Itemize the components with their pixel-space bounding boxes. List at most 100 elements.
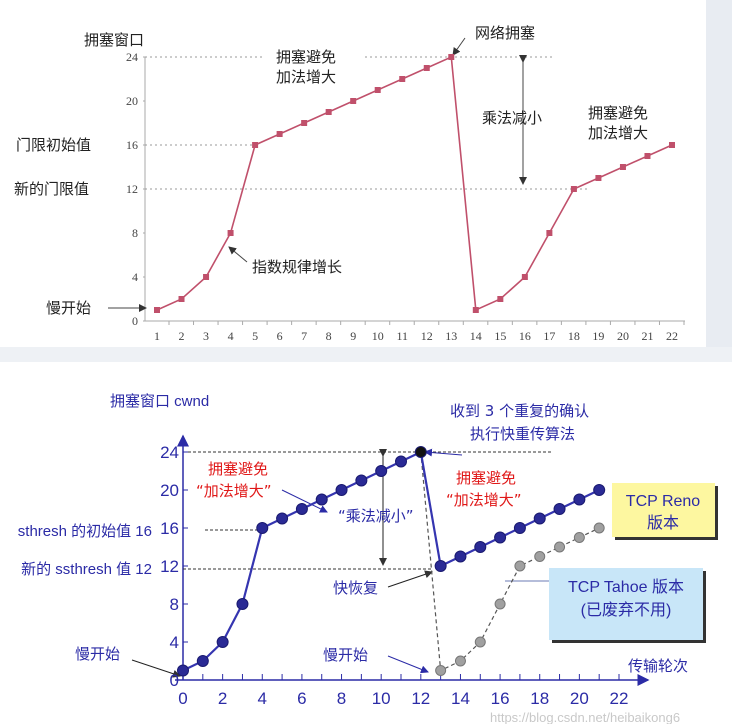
c2-tahoe-point — [573, 532, 585, 543]
c1-xtick-label: 14 — [470, 329, 482, 343]
c1-ytick-label: 4 — [132, 270, 138, 284]
c2-ytick-label: 0 — [170, 671, 179, 690]
c2-reno-point — [474, 541, 487, 553]
c2-tahoe-point — [454, 655, 466, 667]
legend-reno-box: TCP Reno 版本 — [612, 483, 718, 540]
c2-reno-point — [513, 522, 526, 534]
c1-point — [619, 164, 626, 170]
c1-point — [521, 274, 528, 280]
c1-xtick-label: 2 — [179, 329, 185, 343]
c1-annot-ca2-1: 拥塞避免 — [588, 104, 648, 122]
c2-annot-new-ssthresh: 新的 ssthresh 值 12 — [21, 561, 152, 578]
c1-point — [448, 54, 455, 60]
c1-annot-exp-growth: 指数规律增长 — [252, 258, 342, 276]
c1-xtick-label: 18 — [568, 329, 580, 343]
c1-xtick-label: 8 — [326, 329, 332, 343]
c2-xlabel: 传输轮次 — [628, 658, 688, 675]
c1-xtick-label: 15 — [494, 329, 506, 343]
c2-ytick-label: 24 — [160, 443, 179, 462]
c1-series-line — [156, 55, 673, 312]
c2-tahoe-point — [514, 560, 526, 572]
c2-annot-ca2-2: “加法增大” — [446, 491, 522, 509]
c1-point — [497, 296, 504, 302]
c1-xtick-label: 10 — [372, 329, 384, 343]
c1-point — [399, 76, 406, 82]
c1-xtick-label: 16 — [519, 329, 531, 343]
side-strip — [706, 0, 732, 360]
c1-ytick-label: 24 — [126, 50, 138, 64]
c2-slowstart2-arrow — [387, 655, 429, 674]
c1-point — [644, 153, 651, 159]
c2-slowstart1-arrow — [131, 659, 181, 678]
c2-xtick-label: 22 — [610, 689, 629, 708]
c2-xtick-label: 16 — [491, 689, 510, 708]
c1-annot-ca2-2: 加法增大 — [588, 124, 648, 142]
c1-point — [276, 131, 283, 137]
c1-xtick-label: 9 — [350, 329, 356, 343]
c2-reno-point — [414, 446, 427, 458]
c1-point — [374, 87, 381, 93]
c2-ytick-label: 8 — [170, 595, 179, 614]
c2-tahoe-point — [593, 522, 605, 534]
c2-reno-point — [295, 503, 308, 515]
c1-point — [203, 274, 210, 280]
c2-xtick-label: 0 — [178, 689, 187, 708]
c2-reno-point — [355, 474, 368, 487]
c1-exp-arrow — [228, 246, 248, 263]
c2-reno-point — [256, 522, 269, 534]
c2-reno-point — [395, 455, 407, 468]
c1-point — [227, 230, 234, 236]
c1-xtick-label: 13 — [445, 329, 457, 343]
legend-reno-1: TCP Reno — [626, 493, 701, 510]
c1-xtick-label: 17 — [543, 329, 555, 343]
c2-reno-point — [335, 484, 348, 496]
c2-annot-ca2-1: 拥塞避免 — [456, 469, 516, 487]
c2-reno-line — [182, 450, 600, 672]
c2-ytick-label: 16 — [160, 519, 179, 538]
c2-tahoe-point — [494, 598, 506, 610]
c1-annot-congestion: 网络拥塞 — [475, 24, 535, 42]
c2-annot-decrease: “乘法减小” — [338, 507, 414, 525]
c1-xtick-label: 4 — [228, 329, 234, 343]
c1-ytick-label: 12 — [126, 182, 138, 196]
c1-ytick-label: 8 — [132, 226, 138, 240]
c1-ytick-label: 0 — [132, 314, 138, 328]
c2-xtick-label: 4 — [258, 689, 267, 708]
c2-annot-fast-recovery: 快恢复 — [333, 579, 378, 597]
c1-xtick-label: 20 — [617, 329, 629, 343]
c1-point — [423, 65, 430, 71]
c1-annot-init-threshold: 门限初始值 — [16, 136, 91, 154]
legend-tahoe-box: TCP Tahoe 版本 (已废弃不用) — [549, 568, 706, 643]
c2-xtick-label: 10 — [372, 689, 391, 708]
c2-annot-dupack-2: 执行快重传算法 — [470, 425, 575, 443]
c1-xtick-label: 1 — [154, 329, 160, 343]
c1-annot-new-threshold: 新的门限值 — [14, 180, 89, 198]
c2-xtick-label: 14 — [451, 689, 470, 708]
c1-point — [472, 307, 479, 313]
c2-annot-slow-start-1: 慢开始 — [75, 645, 120, 663]
watermark: https://blog.csdn.net/heibaikong6 — [490, 710, 680, 724]
c2-ytick-label: 4 — [170, 633, 179, 652]
c2-annot-ca1-2: “加法增大” — [196, 482, 272, 500]
c2-tahoe-line — [420, 451, 600, 672]
c2-ylabel: 拥塞窗口 cwnd — [110, 392, 209, 410]
c1-ytick-label: 20 — [126, 94, 138, 108]
c2-reno-point — [216, 636, 229, 648]
c2-xtick-label: 8 — [337, 689, 346, 708]
c1-xtick-label: 11 — [396, 329, 408, 343]
c2-reno-point — [593, 484, 606, 496]
c2-annot-init-ssthresh: sthresh 的初始值 16 — [18, 523, 152, 540]
c2-xtick-label: 2 — [218, 689, 227, 708]
c1-xtick-label: 22 — [666, 329, 678, 343]
c1-point — [325, 109, 332, 115]
c1-xtick-label: 6 — [277, 329, 283, 343]
c2-xtick-label: 12 — [411, 689, 430, 708]
c2-reno-point — [573, 493, 586, 506]
c1-xtick-label: 3 — [203, 329, 209, 343]
c2-tahoe-point — [534, 551, 546, 562]
legend-tahoe-2: (已废弃不用) — [581, 601, 672, 619]
c1-point — [301, 120, 308, 126]
